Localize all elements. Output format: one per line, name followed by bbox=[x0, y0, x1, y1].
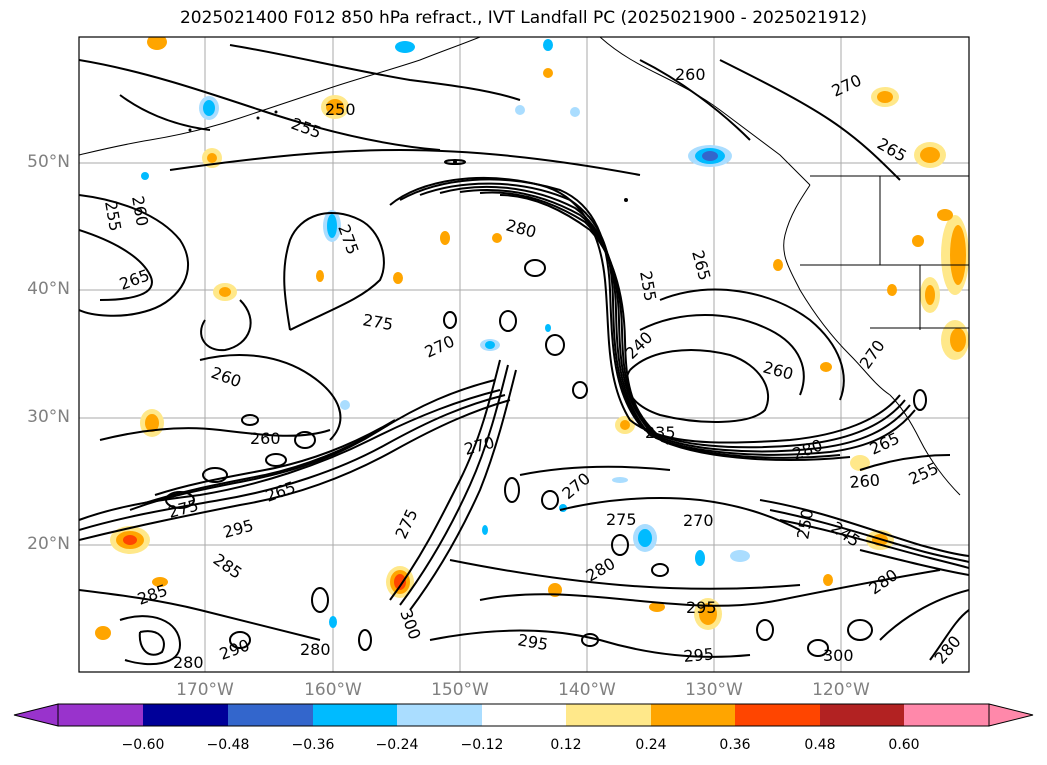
colorbar-cell bbox=[482, 704, 566, 726]
lon-label: 160°W bbox=[304, 680, 362, 700]
contour-lines bbox=[79, 44, 969, 666]
colorbar-tick-label: −0.36 bbox=[291, 737, 335, 753]
contour-label: 280 bbox=[173, 653, 204, 672]
colorbar-extend-low bbox=[13, 703, 59, 727]
map-frame bbox=[78, 36, 970, 673]
colorbar-extend-high bbox=[988, 703, 1034, 727]
colorbar-cell bbox=[58, 704, 143, 726]
contour-label: 280 bbox=[300, 640, 331, 659]
contour-label: 295 bbox=[683, 644, 715, 666]
colorbar-cell bbox=[735, 704, 820, 726]
colorbar-tick-label: −0.12 bbox=[460, 737, 504, 753]
contour-label: 275 bbox=[606, 510, 637, 529]
lon-label: 150°W bbox=[431, 680, 489, 700]
lon-label: 170°W bbox=[176, 680, 234, 700]
islands bbox=[188, 110, 628, 202]
lon-label: 140°W bbox=[558, 680, 616, 700]
contour-label: 300 bbox=[823, 646, 854, 665]
contour-label: 235 bbox=[645, 423, 676, 442]
colorbar-tick-label: −0.24 bbox=[375, 737, 419, 753]
contour-label: 250 bbox=[325, 100, 356, 119]
colorbar bbox=[13, 703, 1034, 727]
lon-label: 120°W bbox=[812, 680, 870, 700]
lat-label: 20°N bbox=[27, 534, 70, 554]
colorbar-cell bbox=[143, 704, 228, 726]
colorbar-tick-label: 0.36 bbox=[719, 737, 751, 753]
map-title: 2025021400 F012 850 hPa refract., IVT La… bbox=[179, 8, 867, 28]
colorbar-cell bbox=[651, 704, 735, 726]
lat-label: 40°N bbox=[27, 279, 70, 299]
colorbar-tick-label: 0.48 bbox=[804, 737, 836, 753]
colorbar-cell bbox=[228, 704, 313, 726]
colorbar-cell bbox=[820, 704, 904, 726]
lat-label: 30°N bbox=[27, 407, 70, 427]
coastlines bbox=[79, 37, 969, 496]
colorbar-cell bbox=[313, 704, 397, 726]
contour-label: 270 bbox=[683, 511, 714, 530]
colorbar-tick-label: 0.24 bbox=[635, 737, 667, 753]
colorbar-tick-label: −0.60 bbox=[121, 737, 165, 753]
colorbar-tick-label: −0.48 bbox=[206, 737, 250, 753]
contour-label: 260 bbox=[849, 470, 881, 492]
gridlines bbox=[79, 37, 969, 672]
colorbar-cell bbox=[904, 704, 989, 726]
colorbar-tick-label: 0.60 bbox=[888, 737, 920, 753]
lon-label: 130°W bbox=[685, 680, 743, 700]
contour-label: 260 bbox=[250, 429, 281, 448]
colorbar-tick-label: 0.12 bbox=[550, 737, 582, 753]
contour-label: 295 bbox=[686, 598, 717, 617]
shading-blobs bbox=[95, 37, 969, 640]
contour-label: 260 bbox=[675, 65, 706, 84]
colorbar-cell bbox=[397, 704, 482, 726]
lat-label: 50°N bbox=[27, 152, 70, 172]
map-background bbox=[79, 37, 969, 672]
colorbar-outline bbox=[57, 703, 990, 727]
colorbar-cell bbox=[566, 704, 651, 726]
